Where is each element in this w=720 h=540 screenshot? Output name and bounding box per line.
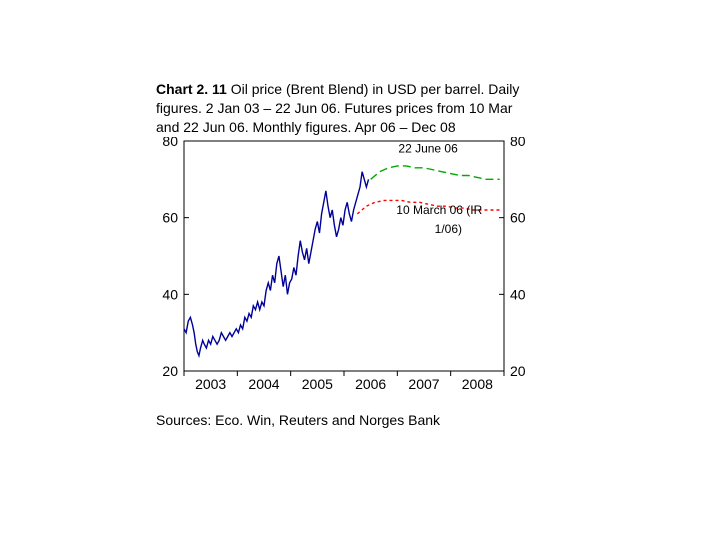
xtick-label: 2005 <box>302 376 333 392</box>
chart-plot: 20 20 40 40 60 60 80 80 2003 2004 2005 2006 2007 2008… <box>156 137 532 393</box>
xtick-label: 2006 <box>355 376 386 392</box>
xtick-label: 2007 <box>408 376 439 392</box>
ytick-label-left: 80 <box>162 137 178 149</box>
chart-title: Chart 2. 11 Oil price (Brent Blend) in U… <box>156 80 536 137</box>
ytick-label-right: 80 <box>510 137 526 149</box>
chart-sources: Sources: Eco. Win, Reuters and Norges Ba… <box>156 411 536 430</box>
ytick-label-right: 20 <box>510 363 526 379</box>
annotation-22jun06: 22 June 06 <box>398 141 458 155</box>
annotation-10mar06-line1: 10 March 06 (IR <box>396 203 482 217</box>
ytick-label-left: 20 <box>162 363 178 379</box>
xtick-label: 2003 <box>195 376 226 392</box>
ytick-label-left: 60 <box>162 209 178 225</box>
series-spot <box>184 171 369 355</box>
chart-number: Chart 2. 11 <box>156 81 227 97</box>
ytick-label-right: 40 <box>510 286 526 302</box>
series-futures-22jun06 <box>371 166 500 179</box>
xtick-label: 2004 <box>248 376 279 392</box>
annotation-10mar06-line2: 1/06) <box>435 222 462 236</box>
xtick-label: 2008 <box>462 376 493 392</box>
ytick-label-right: 60 <box>510 209 526 225</box>
ytick-label-left: 40 <box>162 286 178 302</box>
